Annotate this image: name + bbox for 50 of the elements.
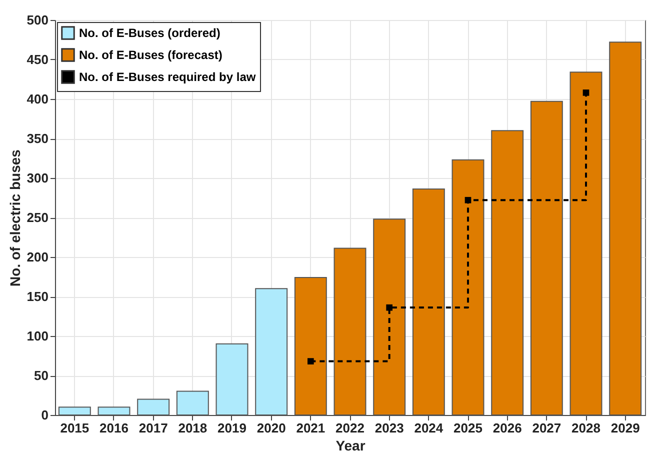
y-tick-label: 150 (26, 289, 48, 304)
x-tick-label: 2025 (454, 420, 482, 436)
x-tick-label: 2029 (610, 420, 640, 436)
x-tick-label: 2027 (532, 420, 562, 436)
bar (137, 398, 170, 416)
point (582, 90, 590, 96)
x-tick-label: 2028 (572, 420, 600, 436)
x-tick-label: 2015 (60, 420, 90, 436)
y-axis-title: No. of electric buses (6, 149, 23, 286)
x-tick-label: 2019 (218, 420, 246, 436)
bar (609, 42, 642, 416)
x-tick-label: 2026 (492, 420, 522, 436)
y-tick-label: 450 (26, 52, 48, 67)
y-tick-label: 200 (26, 250, 48, 264)
bar (452, 159, 484, 416)
y-tick-label: 500 (26, 12, 48, 28)
y-tick-label: 300 (26, 170, 48, 186)
x-tick-label: 2017 (138, 420, 168, 436)
bar (412, 188, 445, 416)
y-tick-label: 50 (34, 368, 48, 383)
legend-label: No. of E-Buses (ordered) (79, 26, 220, 40)
bar (334, 248, 366, 416)
y-tick-label: 400 (26, 92, 48, 106)
legend-label: No. of E-Buses required by law (79, 70, 256, 84)
point (464, 196, 472, 204)
bar (294, 277, 327, 416)
x-tick-label: 2023 (374, 420, 404, 436)
legend-label: No. of E-Buses (forecast) (79, 48, 222, 62)
y-tick-label: 0 (41, 408, 48, 422)
point (386, 304, 392, 311)
bar (58, 406, 91, 416)
x-axis-title: Year (336, 438, 366, 452)
y-tick-label: 350 (26, 131, 48, 146)
point (308, 358, 314, 364)
x-tick-label: 2016 (100, 420, 128, 436)
x-tick-label: 2021 (296, 420, 326, 436)
bar (176, 390, 209, 416)
y-tick-label: 250 (26, 210, 48, 225)
bar (373, 218, 406, 416)
x-tick-label: 2024 (414, 420, 444, 436)
x-tick-label: 2018 (178, 420, 208, 436)
bar (98, 406, 130, 416)
y-tick-label: 100 (26, 328, 48, 344)
bar (570, 72, 602, 416)
bar (216, 343, 248, 416)
bar (491, 130, 524, 416)
x-tick-label: 2022 (336, 420, 364, 436)
bar (530, 100, 563, 416)
bar (255, 288, 288, 416)
x-tick-label: 2020 (256, 420, 286, 436)
